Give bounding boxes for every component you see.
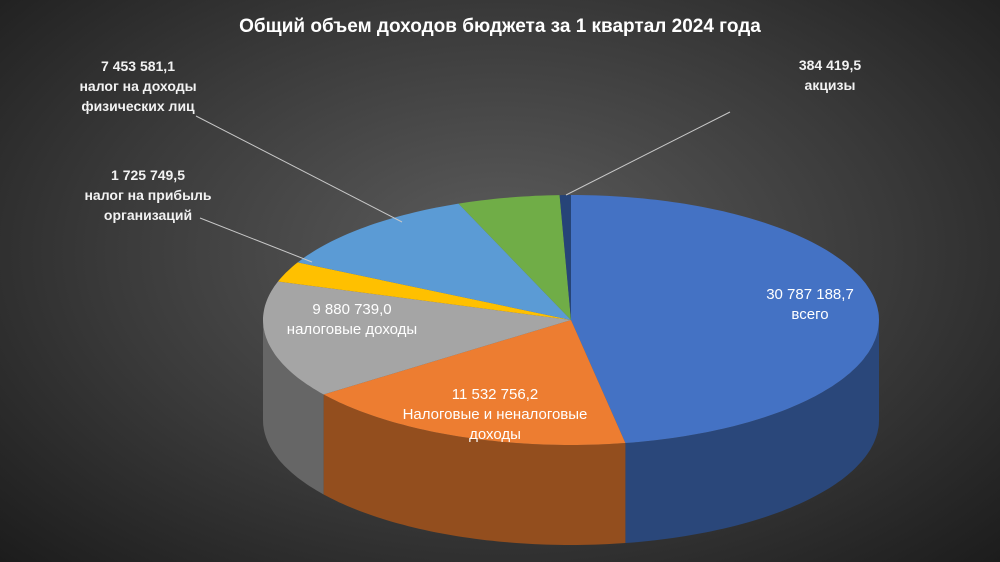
slice-side bbox=[625, 320, 879, 543]
data-label: 11 532 756,2 Налоговые и неналоговые дохо… bbox=[400, 385, 590, 445]
category-label: налоговые доходы bbox=[286, 321, 418, 338]
data-label: 1 725 749,5 налог на прибыль организаций bbox=[63, 165, 233, 225]
category-label: акцизы bbox=[804, 77, 856, 93]
chart-title: Общий объем доходов бюджета за 1 квартал… bbox=[239, 16, 761, 37]
category-label: Налоговые и неналоговые доходы bbox=[402, 406, 588, 443]
value-label: 11 532 756,2 bbox=[451, 386, 539, 403]
category-label: всего bbox=[791, 306, 829, 323]
slice-side bbox=[323, 394, 626, 545]
slice-side bbox=[263, 320, 324, 495]
value-label: 1 725 749,5 bbox=[111, 167, 185, 183]
leader-line bbox=[565, 111, 731, 196]
data-label: 7 453 581,1 налог на доходы физических ли… bbox=[53, 56, 223, 116]
category-label: налог на доходы физических лиц bbox=[79, 78, 197, 114]
value-label: 384 419,5 bbox=[798, 57, 862, 73]
slice bbox=[571, 195, 879, 443]
data-label: 30 787 188,7 всего bbox=[710, 285, 910, 325]
leader-line bbox=[195, 115, 403, 223]
slice bbox=[559, 195, 571, 320]
slice bbox=[323, 320, 626, 445]
value-label: 7 453 581,1 bbox=[101, 58, 175, 74]
slice bbox=[297, 203, 571, 320]
value-label: 30 787 188,7 bbox=[766, 286, 854, 303]
leader-line bbox=[199, 217, 313, 263]
data-label: 9 880 739,0 налоговые доходы bbox=[252, 300, 452, 340]
slice bbox=[278, 262, 571, 320]
slice bbox=[263, 281, 571, 395]
slice bbox=[458, 195, 571, 320]
data-label: 384 419,5 акцизы bbox=[770, 55, 890, 95]
category-label: налог на прибыль организаций bbox=[84, 187, 212, 223]
value-label: 9 880 739,0 bbox=[312, 301, 392, 318]
